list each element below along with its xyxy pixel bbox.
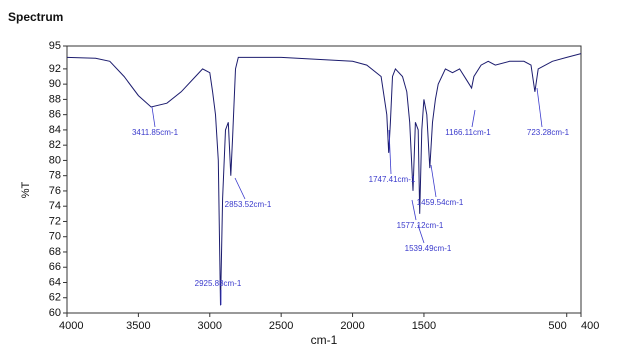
plot-frame — [66, 45, 582, 314]
annotation: 2925.88cm-1 — [195, 279, 242, 288]
annotation: 2853.52cm-1 — [225, 200, 272, 209]
chart-title: Spectrum — [8, 10, 63, 24]
x-tick-label: 2500 — [269, 320, 293, 332]
annotation-leader — [388, 129, 392, 175]
annotation: 1459.54cm-1 — [417, 198, 464, 207]
annotation: 3411.85cm-1 — [132, 128, 179, 137]
y-tick-label: 62 — [49, 292, 61, 304]
y-tick-label: 70 — [49, 231, 61, 243]
y-tick-label: 92 — [49, 63, 61, 75]
x-tick-label: 2000 — [340, 320, 364, 332]
annotation: 723.28cm-1 — [527, 128, 570, 137]
annotation-leader — [430, 164, 437, 198]
annotation-leader — [411, 199, 417, 221]
spectrum-line — [66, 53, 582, 306]
x-tick-label: 4000 — [59, 320, 83, 332]
y-tick-label: 64 — [49, 276, 61, 288]
annotation-leader — [536, 87, 543, 128]
y-tick-label: 76 — [49, 185, 61, 197]
y-tick-label: 74 — [49, 200, 61, 212]
x-tick-label: 3500 — [126, 320, 150, 332]
y-tick-label: 86 — [49, 109, 61, 121]
annotation-leader — [234, 177, 246, 200]
y-tick-label: 82 — [49, 139, 61, 151]
y-tick-label: 72 — [49, 215, 61, 227]
x-tick-label: 1500 — [412, 320, 436, 332]
y-tick-label: 84 — [49, 124, 61, 136]
x-tick-label: 3000 — [198, 320, 222, 332]
y-tick-label: 60 — [49, 307, 61, 319]
x-tick-label: 400 — [581, 320, 599, 332]
y-tick-label: 90 — [49, 78, 61, 90]
annotation-leader — [151, 106, 156, 128]
annotation: 1539.49cm-1 — [405, 244, 452, 253]
y-tick-label: 80 — [49, 154, 61, 166]
annotation-leader — [471, 109, 476, 128]
x-axis-label: cm-1 — [311, 333, 338, 347]
y-tick-label: 95 — [49, 40, 61, 52]
annotation: 1747.41cm-1 — [369, 175, 416, 184]
annotation: 1166.11cm-1 — [445, 128, 491, 137]
y-axis-label: %T — [20, 181, 32, 198]
y-tick-label: 78 — [49, 170, 61, 182]
y-tick-label: 88 — [49, 93, 61, 105]
annotation: 1577.12cm-1 — [397, 221, 444, 230]
y-tick-label: 68 — [49, 246, 61, 258]
annotation-leader — [417, 224, 425, 244]
y-tick-label: 66 — [49, 261, 61, 273]
x-tick-label: 500 — [548, 320, 566, 332]
